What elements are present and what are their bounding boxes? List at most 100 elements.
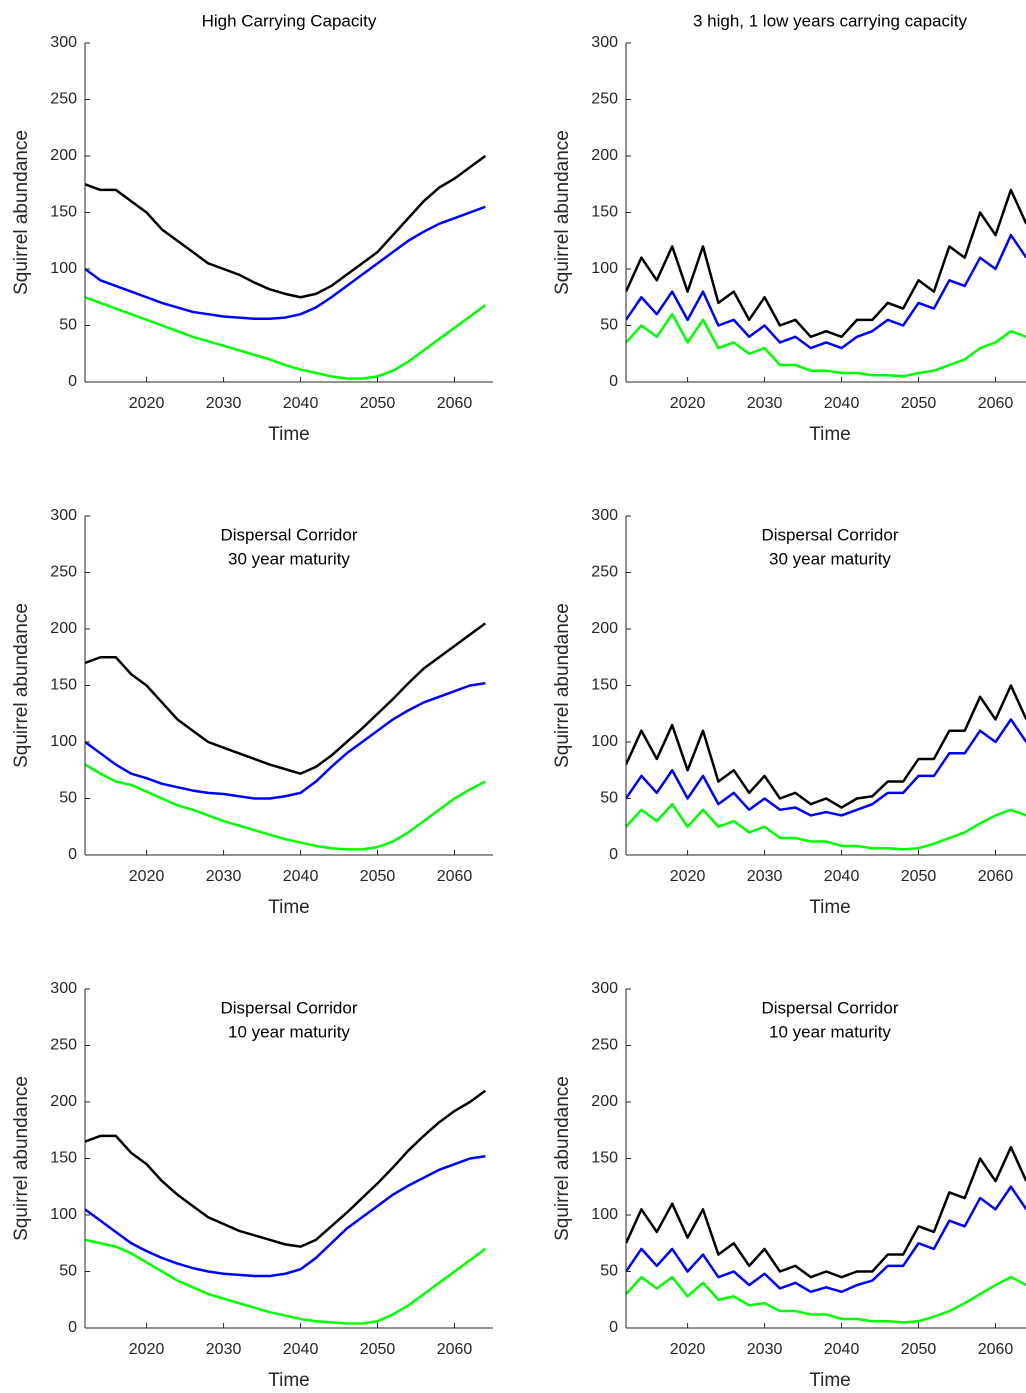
y-tick-label: 150 <box>50 677 77 694</box>
plot-area <box>85 1089 487 1325</box>
x-tick-label: 2040 <box>283 395 319 412</box>
panel: 0 50 100 150 200 250 300 2020 2030 2040 2050 2060 Ti… <box>552 507 1026 918</box>
x-tick-label: 2050 <box>901 1341 937 1358</box>
x-tick-label: 2030 <box>206 868 242 885</box>
series-line <box>626 1145 1026 1279</box>
series-line <box>85 205 486 320</box>
y-tick-label: 0 <box>68 1319 77 1336</box>
panel: 0 50 100 150 200 250 300 2020 2030 2040 2050 2060 Ti… <box>11 11 493 445</box>
y-tick-label: 200 <box>50 1093 77 1110</box>
y-tick-label: 50 <box>59 1263 77 1280</box>
plot-area <box>626 684 1026 851</box>
series-line <box>85 1089 487 1248</box>
series-line <box>626 1185 1026 1294</box>
y-axis-label: Squirrel abundance <box>11 603 32 768</box>
x-tick-label: 2060 <box>978 868 1014 885</box>
x-tick-label: 2040 <box>824 868 860 885</box>
plot-area <box>626 188 1026 378</box>
x-tick-label: 2060 <box>437 395 473 412</box>
y-tick-label: 200 <box>591 1093 618 1110</box>
x-tick-label: 2020 <box>129 868 165 885</box>
y-tick-label: 100 <box>50 733 77 750</box>
y-tick-label: 150 <box>591 1150 618 1167</box>
x-tick-label: 2030 <box>747 868 783 885</box>
series-line <box>626 233 1026 350</box>
y-tick-label: 250 <box>50 91 77 108</box>
x-tick-label: 2050 <box>360 395 396 412</box>
x-tick-label: 2030 <box>747 1341 783 1358</box>
y-tick-label: 300 <box>50 34 77 51</box>
chart-title: 30 year maturity <box>228 549 350 568</box>
y-tick-label: 200 <box>591 147 618 164</box>
x-axis-label: Time <box>268 897 310 918</box>
series-line <box>85 682 486 800</box>
y-tick-label: 0 <box>609 1319 618 1336</box>
x-axis-label: Time <box>809 1370 851 1391</box>
y-tick-label: 150 <box>591 204 618 221</box>
chart-title: Dispersal Corridor <box>221 998 358 1017</box>
x-tick-label: 2030 <box>747 395 783 412</box>
series-line <box>85 296 487 380</box>
y-tick-label: 50 <box>600 1263 618 1280</box>
chart-title: Dispersal Corridor <box>762 525 899 544</box>
x-tick-label: 2060 <box>978 395 1014 412</box>
y-tick-label: 150 <box>50 204 77 221</box>
x-tick-label: 2040 <box>824 395 860 412</box>
series-line <box>85 154 487 299</box>
y-tick-label: 200 <box>50 620 77 637</box>
y-tick-label: 100 <box>591 733 618 750</box>
x-tick-label: 2040 <box>824 1341 860 1358</box>
y-tick-label: 150 <box>591 677 618 694</box>
x-tick-label: 2040 <box>283 1341 319 1358</box>
y-tick-label: 250 <box>591 91 618 108</box>
x-tick-label: 2030 <box>206 395 242 412</box>
series-line <box>626 718 1026 817</box>
panel: 0 50 100 150 200 250 300 2020 2030 2040 2050 2060 Ti… <box>11 980 493 1391</box>
x-tick-label: 2020 <box>129 395 165 412</box>
series-line <box>85 1238 487 1325</box>
x-axis-label: Time <box>809 424 851 445</box>
y-tick-label: 50 <box>600 790 618 807</box>
plot-area <box>626 1145 1026 1324</box>
y-tick-label: 250 <box>591 1037 618 1054</box>
y-tick-label: 150 <box>50 1150 77 1167</box>
y-tick-label: 250 <box>50 1037 77 1054</box>
series-line <box>626 1275 1026 1324</box>
y-tick-label: 300 <box>50 507 77 524</box>
x-tick-label: 2050 <box>360 1341 396 1358</box>
series-line <box>85 1155 486 1278</box>
x-axis-label: Time <box>268 424 310 445</box>
y-tick-label: 50 <box>59 317 77 334</box>
panel: 0 50 100 150 200 250 300 2020 2030 2040 2050 2060 Ti… <box>552 11 1026 445</box>
y-axis-label: Squirrel abundance <box>552 603 573 768</box>
x-tick-label: 2060 <box>437 868 473 885</box>
y-axis-label: Squirrel abundance <box>11 1076 32 1241</box>
chart-title: 30 year maturity <box>769 549 891 568</box>
chart-title: 3 high, 1 low years carrying capacity <box>693 11 968 30</box>
y-axis-label: Squirrel abundance <box>11 130 32 295</box>
x-tick-label: 2030 <box>206 1341 242 1358</box>
y-tick-label: 100 <box>591 260 618 277</box>
plot-area <box>85 622 487 851</box>
panel: 0 50 100 150 200 250 300 2020 2030 2040 2050 2060 Ti… <box>552 980 1026 1391</box>
series-line <box>626 802 1026 851</box>
y-axis-label: Squirrel abundance <box>552 1076 573 1241</box>
x-tick-label: 2020 <box>670 1341 706 1358</box>
series-line <box>626 684 1026 809</box>
y-tick-label: 200 <box>591 620 618 637</box>
series-line <box>626 188 1026 339</box>
y-tick-label: 300 <box>591 34 618 51</box>
chart-title: High Carrying Capacity <box>202 11 377 30</box>
x-tick-label: 2040 <box>283 868 319 885</box>
y-tick-label: 300 <box>591 980 618 997</box>
y-tick-label: 50 <box>600 317 618 334</box>
x-tick-label: 2020 <box>129 1341 165 1358</box>
y-tick-label: 0 <box>68 846 77 863</box>
y-tick-label: 100 <box>591 1206 618 1223</box>
x-tick-label: 2050 <box>901 395 937 412</box>
y-tick-label: 300 <box>591 507 618 524</box>
x-tick-label: 2050 <box>901 868 937 885</box>
x-axis-label: Time <box>809 897 851 918</box>
x-tick-label: 2060 <box>978 1341 1014 1358</box>
y-tick-label: 0 <box>609 373 618 390</box>
